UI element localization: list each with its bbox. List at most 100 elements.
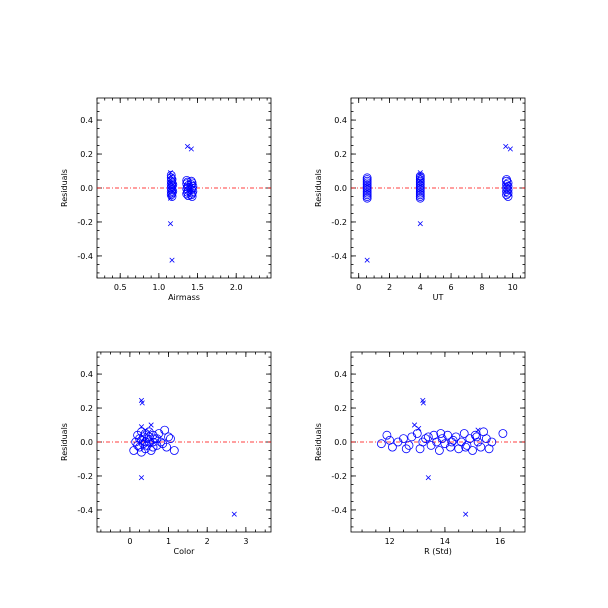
color-data-point-circle [169,446,179,455]
ut-data-point-circle [503,181,513,191]
panel-ut: 0 2 4 6 8 10 -0.4 -0.2 0.0 0.2 0.4 UT Residuals [314,97,526,302]
ut-y-tick-label: 0.4 [334,116,347,125]
color-data-point-cross [139,400,145,406]
r-std-y-axis-title: Residuals [314,423,323,461]
airmass-data-point-circle [186,190,196,200]
r-std-data-point-cross [425,475,431,481]
color-x-tick-label: 1 [166,537,171,546]
r-std-cross-stroke [416,425,422,431]
color-data-point-circle [164,432,173,442]
r-std-data-point-circle [436,429,446,438]
airmass-cross-stroke [169,188,175,194]
r-std-data-point-circle [376,439,386,449]
r-std-data-point-cross [416,425,422,431]
r-std-data-point-circle [447,437,457,447]
r-std-x-tick-label: 14 [440,537,450,546]
r-std-data-point-circle [434,446,444,455]
color-x-tick-label: 2 [205,537,210,546]
r-std-data-point-circle [487,437,497,447]
ut-data-point-circle [415,193,425,203]
ut-data-point-cross [364,257,370,263]
airmass-y-axis-title: Residuals [60,169,69,207]
color-cross-stroke [146,429,152,435]
airmass-y-tick-label: 0.4 [80,116,93,125]
airmass-x-tick-label: 0.5 [114,283,127,292]
airmass-cross-stroke [169,257,175,263]
r-std-data-point-cross [420,400,426,406]
airmass-data-point-circle [168,180,178,190]
airmass-cross-stroke [168,180,174,186]
r-std-data-point-circle [459,429,469,438]
color-data-point-circle [137,435,146,445]
airmass-x-axis-title: Airmass [168,293,200,302]
r-std-data-point-circle [418,437,428,447]
ut-y-tick-label: 0.0 [334,184,347,193]
r-std-data-point-circle [473,437,483,447]
ut-y-axis-title: Residuals [314,169,323,207]
r-std-cross-stroke [425,475,431,481]
airmass-data-point-circle [167,185,177,195]
airmass-cross-stroke [184,143,191,149]
airmass-cross-stroke [167,221,174,227]
color-data-point-circle [160,425,170,435]
airmass-data-point-cross [169,188,175,194]
r-std-y-tick-label: -0.2 [331,472,347,481]
color-y-tick-label: -0.2 [77,472,93,481]
ut-data-point-circle [502,190,511,200]
airmass-data-point-circle [182,179,192,189]
color-x-tick-label: 0 [127,537,132,546]
airmass-data-point-cross [167,221,174,227]
airmass-data-point-circle [168,186,178,196]
color-data-point-cross [231,511,237,517]
color-y-tick-label: -0.4 [77,506,93,515]
ut-cross-stroke [503,143,509,149]
ut-data-point-circle [503,188,513,198]
color-data-point-cross [146,429,152,435]
panel-airmass: 0.5 1.0 1.5 2.0 -0.4 -0.2 0.0 0.2 0.4 Airmass Resi… [60,97,272,302]
ut-x-tick-label: 10 [508,283,518,292]
r-std-data-point-circle [401,444,411,454]
r-std-cross-stroke [463,511,469,517]
airmass-data-point-cross [184,143,191,149]
airmass-data-point-cross [188,146,194,152]
r-std-y-tick-label: -0.4 [331,506,347,515]
ut-y-tick-label: -0.2 [331,218,347,227]
airmass-x-tick-label: 1.5 [191,283,204,292]
r-std-data-point-cross [475,427,481,433]
airmass-data-point-circle [186,185,196,195]
r-std-data-point-circle [404,440,414,450]
airmass-data-point-circle [187,178,197,188]
panel-r-std: 12 14 16 -0.4 -0.2 0.0 0.2 0.4 R (Std) Residuals [314,351,526,556]
ut-cross-stroke [417,221,423,227]
ut-data-point-circle [362,193,372,203]
color-data-point-circle [152,434,162,444]
r-std-data-point-circle [472,432,482,442]
ut-data-point-cross [503,143,509,149]
airmass-data-point-circle [167,192,177,201]
color-data-point-cross [138,475,145,481]
r-std-data-point-circle [448,435,458,445]
color-y-tick-label: 0.2 [80,404,93,413]
airmass-data-point-circle [186,180,196,190]
ut-data-point-cross [417,221,423,227]
ut-cross-stroke [417,177,423,183]
airmass-x-tick-label: 2.0 [230,283,243,292]
r-std-y-tick-label: 0.4 [334,370,347,379]
color-x-tick-label: 3 [243,537,248,546]
airmass-data-point-circle [186,176,196,186]
panel-color: 0 1 2 3 -0.4 -0.2 0.0 0.2 0.4 Color Residuals [60,351,272,556]
ut-x-tick-label: 2 [387,283,392,292]
ut-data-point-circle [502,186,511,196]
ut-data-point-cross [417,177,423,183]
r-std-data-point-circle [423,432,433,442]
ut-data-point-circle [502,180,511,190]
color-data-point-cross [148,422,154,428]
r-std-data-point-cross [463,511,469,517]
r-std-cross-stroke [420,397,426,403]
color-cross-stroke [139,400,145,406]
airmass-x-tick-label: 1.0 [152,283,165,292]
airmass-y-tick-label: 0.2 [80,150,93,159]
airmass-data-point-cross [167,195,174,201]
r-std-data-point-circle [443,430,453,440]
